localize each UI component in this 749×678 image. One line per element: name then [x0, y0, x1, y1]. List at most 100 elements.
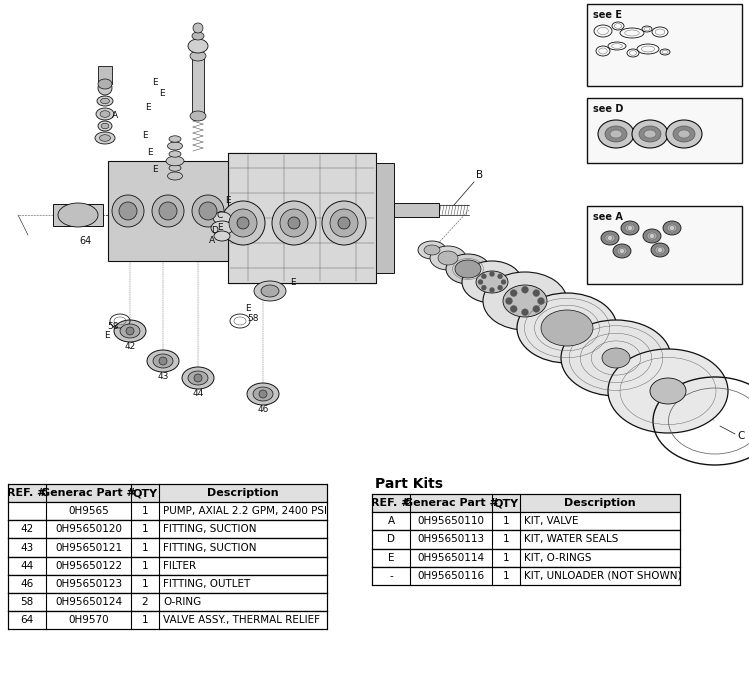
Text: 0H95650116: 0H95650116 [417, 571, 485, 580]
Text: 58: 58 [20, 597, 34, 607]
Bar [8, 557, 327, 575]
Circle shape [506, 298, 512, 304]
Ellipse shape [655, 246, 665, 254]
Ellipse shape [168, 142, 183, 150]
Ellipse shape [169, 165, 181, 172]
Ellipse shape [673, 126, 695, 142]
Text: 44: 44 [20, 561, 34, 571]
Bar [587, 4, 742, 86]
Circle shape [510, 306, 517, 313]
Text: E: E [104, 332, 110, 340]
Ellipse shape [188, 371, 208, 385]
Ellipse shape [261, 285, 279, 297]
Circle shape [272, 201, 316, 245]
Text: E: E [160, 89, 165, 98]
Circle shape [229, 209, 257, 237]
Text: C: C [737, 431, 745, 441]
Ellipse shape [561, 320, 671, 396]
Ellipse shape [610, 130, 622, 138]
Text: E: E [225, 197, 231, 205]
Text: 43: 43 [157, 372, 169, 382]
Text: E: E [388, 553, 394, 563]
Circle shape [259, 390, 267, 398]
Ellipse shape [462, 261, 522, 303]
Circle shape [152, 195, 184, 227]
Ellipse shape [418, 241, 446, 259]
Ellipse shape [114, 320, 146, 342]
Text: 46: 46 [20, 578, 34, 589]
Bar [372, 567, 680, 584]
Ellipse shape [632, 120, 668, 148]
Text: KIT, O-RINGS: KIT, O-RINGS [524, 553, 592, 563]
Bar [8, 593, 327, 611]
Ellipse shape [541, 310, 593, 346]
Ellipse shape [120, 324, 140, 338]
Ellipse shape [253, 387, 273, 401]
Ellipse shape [169, 136, 181, 142]
Text: Generac Part #: Generac Part # [404, 498, 498, 508]
Ellipse shape [95, 132, 115, 144]
Bar [98, 66, 112, 84]
Text: 0H95650122: 0H95650122 [55, 561, 122, 571]
Ellipse shape [605, 234, 615, 242]
Text: REF. #: REF. # [7, 488, 46, 498]
Text: 58: 58 [247, 315, 258, 323]
Circle shape [192, 195, 224, 227]
Circle shape [490, 271, 494, 277]
Circle shape [330, 209, 358, 237]
Ellipse shape [188, 39, 208, 53]
Ellipse shape [101, 123, 109, 129]
Circle shape [338, 217, 350, 229]
Circle shape [497, 285, 503, 290]
Text: 2: 2 [142, 597, 148, 607]
Text: D: D [211, 226, 219, 235]
Text: A: A [209, 237, 215, 245]
Text: O-RING: O-RING [163, 597, 201, 607]
Circle shape [521, 308, 529, 316]
Text: 0H95650120: 0H95650120 [55, 524, 122, 534]
Ellipse shape [97, 96, 113, 106]
Text: E: E [152, 165, 158, 174]
Bar [108, 161, 228, 261]
Bar [8, 538, 327, 557]
Text: E: E [145, 104, 151, 113]
Ellipse shape [169, 151, 181, 157]
Ellipse shape [147, 350, 179, 372]
Bar [8, 502, 327, 521]
Text: D: D [387, 534, 395, 544]
Text: 1: 1 [503, 517, 509, 526]
Text: 43: 43 [20, 542, 34, 553]
Circle shape [649, 233, 655, 239]
Text: PUMP, AXIAL 2.2 GPM, 2400 PSI: PUMP, AXIAL 2.2 GPM, 2400 PSI [163, 506, 327, 517]
Ellipse shape [446, 254, 490, 284]
Circle shape [199, 202, 217, 220]
Ellipse shape [476, 271, 508, 293]
Circle shape [619, 249, 625, 254]
Ellipse shape [602, 348, 630, 368]
Text: 1: 1 [503, 534, 509, 544]
Text: FITTING, SUCTION: FITTING, SUCTION [163, 524, 256, 534]
Ellipse shape [503, 285, 547, 317]
Text: 1: 1 [142, 615, 148, 625]
Text: Description: Description [564, 498, 636, 508]
Ellipse shape [192, 32, 204, 40]
Text: A: A [112, 111, 118, 121]
Text: 0H95650114: 0H95650114 [417, 553, 485, 563]
Circle shape [497, 274, 503, 279]
Text: E: E [152, 79, 158, 87]
Text: 1: 1 [142, 506, 148, 517]
Text: 64: 64 [20, 615, 34, 625]
Ellipse shape [643, 229, 661, 243]
Text: B: B [476, 170, 483, 180]
Bar [372, 549, 680, 567]
Ellipse shape [666, 120, 702, 148]
Ellipse shape [98, 121, 112, 131]
Text: 1: 1 [142, 542, 148, 553]
Circle shape [478, 279, 483, 285]
Circle shape [159, 202, 177, 220]
Ellipse shape [621, 221, 639, 235]
Ellipse shape [663, 221, 681, 235]
Bar [8, 575, 327, 593]
Bar [587, 206, 742, 284]
Text: 58: 58 [107, 323, 119, 332]
